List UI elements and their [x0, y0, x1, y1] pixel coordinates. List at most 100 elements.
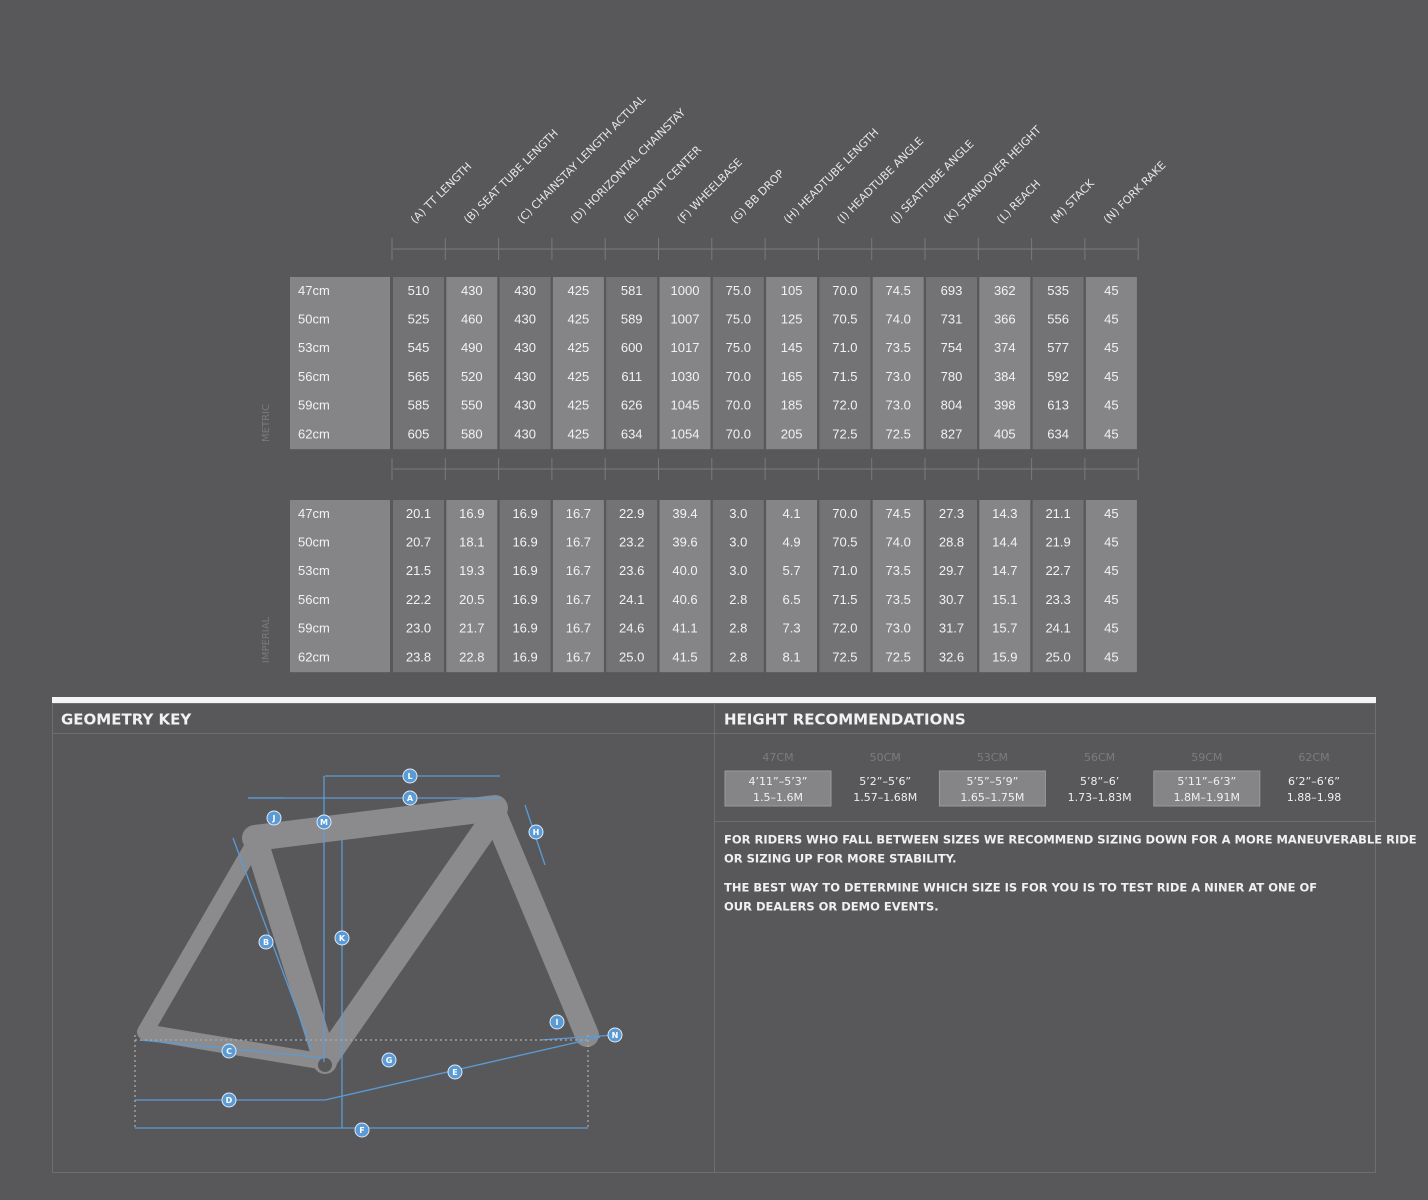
- cell-value: 72.5: [886, 649, 911, 664]
- cell-value: 585: [408, 398, 430, 413]
- data-column: [872, 500, 924, 673]
- cell-value: 71.5: [832, 369, 857, 384]
- cell-value: 577: [1047, 340, 1069, 355]
- cell-value: 626: [621, 398, 643, 413]
- cell-value: 430: [514, 311, 536, 326]
- dimension-marker: [221, 1092, 237, 1108]
- data-column: [712, 500, 764, 673]
- cell-value: 73.0: [886, 621, 911, 636]
- cell-value: 73.5: [886, 563, 911, 578]
- cell-value: 20.1: [406, 506, 431, 521]
- data-column: [819, 277, 871, 450]
- cell-value: 556: [1047, 311, 1069, 326]
- size-box: [938, 770, 1046, 807]
- cell-value: 74.0: [886, 311, 911, 326]
- cell-value: 45: [1104, 506, 1118, 521]
- cell-value: 430: [461, 283, 483, 298]
- cell-value: 3.0: [729, 506, 747, 521]
- cell-value: 75.0: [726, 311, 751, 326]
- cell-value: 565: [408, 369, 430, 384]
- cell-value: 45: [1104, 311, 1118, 326]
- cell-value: 71.0: [832, 340, 857, 355]
- dimension-letter: A: [407, 794, 414, 803]
- cell-value: 460: [461, 311, 483, 326]
- cell-value: 72.0: [832, 398, 857, 413]
- cell-value: 45: [1104, 283, 1118, 298]
- cell-value: 754: [941, 340, 963, 355]
- dimension-marker: [258, 934, 274, 950]
- cell-value: 70.0: [726, 369, 751, 384]
- cell-value: 70.0: [832, 506, 857, 521]
- cell-value: 430: [514, 340, 536, 355]
- size-label: 50cm: [298, 311, 330, 326]
- size-label: 59cm: [298, 398, 330, 413]
- cell-value: 16.9: [512, 506, 537, 521]
- size-label: 62cm: [298, 426, 330, 441]
- cell-value: 16.9: [512, 592, 537, 607]
- cell-value: 16.7: [566, 563, 591, 578]
- cell-value: 105: [781, 283, 803, 298]
- cell-value: 70.5: [832, 534, 857, 549]
- cell-value: 16.9: [512, 649, 537, 664]
- size-column: [290, 500, 390, 673]
- cell-value: 21.7: [459, 621, 484, 636]
- dimension-letter: G: [386, 1056, 393, 1065]
- cell-value: 22.7: [1045, 563, 1070, 578]
- note-line: FOR RIDERS WHO FALL BETWEEN SIZES WE REC…: [724, 833, 1417, 847]
- cell-value: 16.7: [566, 534, 591, 549]
- cell-value: 525: [408, 311, 430, 326]
- size-column: [290, 277, 390, 450]
- cell-value: 16.7: [566, 506, 591, 521]
- cell-value: 1000: [671, 283, 700, 298]
- dimension-letter: B: [263, 938, 269, 947]
- cell-value: 425: [568, 426, 590, 441]
- dimension-letter: N: [612, 1031, 619, 1040]
- cell-value: 405: [994, 426, 1016, 441]
- cell-value: 827: [941, 426, 963, 441]
- cell-value: 20.5: [459, 592, 484, 607]
- note-line: OR SIZING UP FOR MORE STABILITY.: [724, 852, 957, 866]
- size-heading: 53CM: [977, 751, 1008, 764]
- size-heading: 50CM: [870, 751, 901, 764]
- dimension-letter: M: [320, 818, 328, 827]
- cell-value: 430: [514, 426, 536, 441]
- cell-value: 27.3: [939, 506, 964, 521]
- data-column: [1085, 500, 1137, 673]
- dimension-letter: I: [556, 1018, 559, 1027]
- dimension-letter: K: [339, 934, 346, 943]
- dimension-marker: [528, 824, 544, 840]
- cell-value: 4.1: [783, 506, 801, 521]
- data-column: [446, 500, 498, 673]
- size-label: 47cm: [298, 506, 330, 521]
- metric-range: 1.5–1.6M: [753, 791, 803, 804]
- cell-value: 74.0: [886, 534, 911, 549]
- dimension-marker: [549, 1014, 565, 1030]
- cell-value: 73.5: [886, 340, 911, 355]
- cell-value: 14.7: [992, 563, 1017, 578]
- cell-value: 16.7: [566, 621, 591, 636]
- cell-value: 7.3: [783, 621, 801, 636]
- note-line: THE BEST WAY TO DETERMINE WHICH SIZE IS …: [724, 881, 1317, 895]
- cell-value: 72.5: [832, 426, 857, 441]
- cell-value: 2.8: [729, 621, 747, 636]
- cell-value: 430: [514, 369, 536, 384]
- dimension-letter: C: [226, 1047, 232, 1056]
- dimension-letter: F: [359, 1126, 364, 1135]
- cell-value: 16.9: [459, 506, 484, 521]
- cell-value: 70.5: [832, 311, 857, 326]
- cell-value: 4.9: [783, 534, 801, 549]
- metric-range: 1.57–1.68M: [853, 791, 917, 804]
- cell-value: 71.5: [832, 592, 857, 607]
- cell-value: 73.5: [886, 592, 911, 607]
- cell-value: 1054: [671, 426, 700, 441]
- data-column: [659, 500, 711, 673]
- data-column: [499, 277, 551, 450]
- cell-value: 31.7: [939, 621, 964, 636]
- cell-value: 24.1: [1045, 621, 1070, 636]
- dimension-letter: E: [452, 1068, 457, 1077]
- panel-top-bar: [52, 697, 1376, 703]
- cell-value: 490: [461, 340, 483, 355]
- size-label: 62cm: [298, 649, 330, 664]
- height-range: 5’5”–5’9”: [966, 775, 1018, 788]
